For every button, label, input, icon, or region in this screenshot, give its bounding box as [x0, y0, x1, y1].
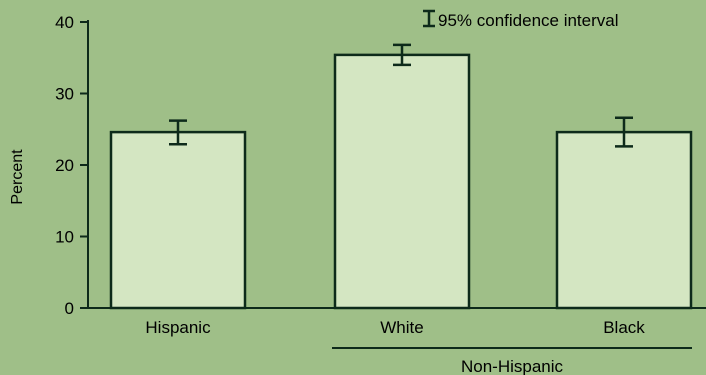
legend: 95% confidence interval	[423, 9, 619, 30]
y-tick-label: 0	[65, 299, 74, 318]
bars	[109, 53, 693, 310]
y-tick-label: 30	[55, 85, 74, 104]
y-tick-label: 20	[55, 156, 74, 175]
y-tick-label: 40	[55, 13, 74, 32]
error-bar-black	[615, 116, 633, 148]
error-bars	[169, 43, 633, 148]
bar-hispanic	[109, 130, 247, 310]
x-tick-label: Hispanic	[145, 318, 211, 337]
error-bar-white	[393, 43, 411, 67]
y-tick-label: 10	[55, 228, 74, 247]
bar-black	[555, 130, 693, 310]
bar-white	[333, 53, 471, 310]
y-axis-label: Percent	[9, 149, 26, 205]
x-tick-label: Black	[603, 318, 645, 337]
x-tick-label: White	[380, 318, 423, 337]
error-bar-hispanic	[169, 119, 187, 146]
labels: Hispanic White Black	[145, 318, 645, 337]
group-label-non-hispanic: Non-Hispanic	[461, 357, 564, 375]
legend-label: 95% confidence interval	[438, 11, 619, 30]
confidence-interval-icon	[423, 9, 435, 28]
